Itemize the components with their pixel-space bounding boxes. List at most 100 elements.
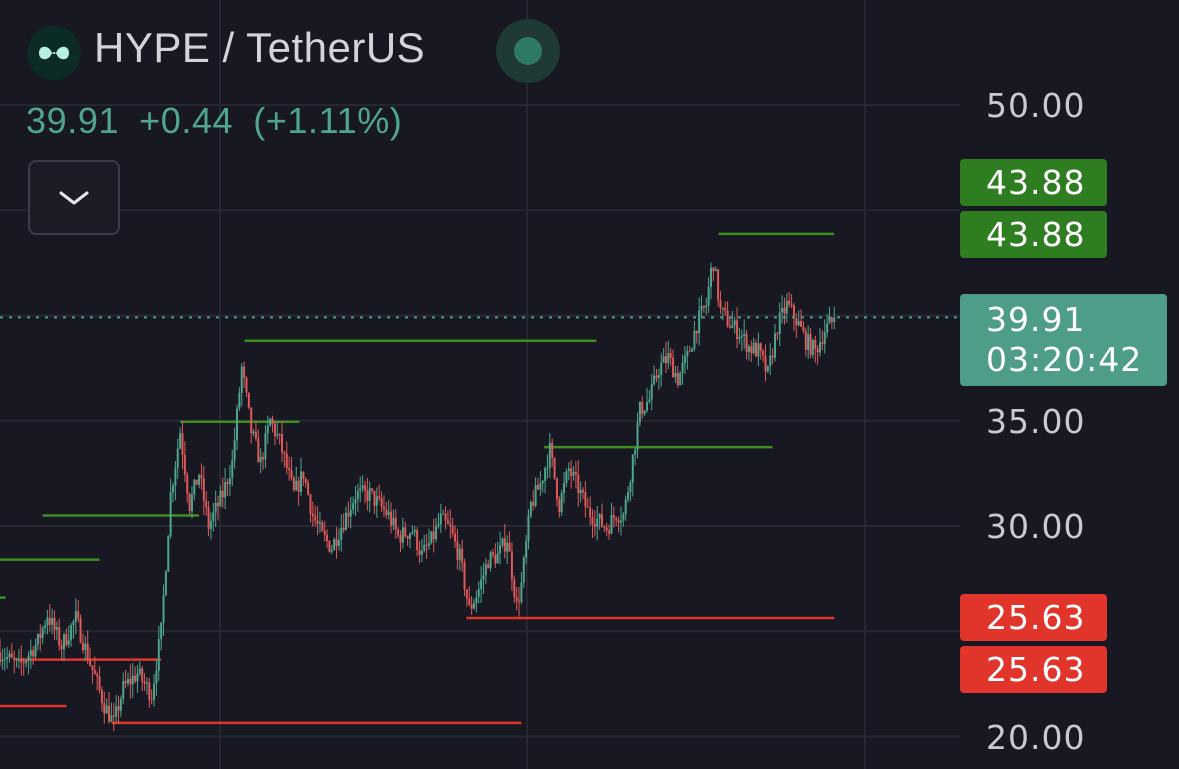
candle-up <box>657 374 660 379</box>
candle-up <box>41 627 44 638</box>
candle-down <box>804 331 807 350</box>
candle-down <box>378 496 381 499</box>
candle-down <box>494 554 497 564</box>
candle-down <box>764 355 767 372</box>
candle-down <box>316 520 319 524</box>
candle-down <box>309 494 312 514</box>
candle-down <box>750 346 753 354</box>
candles <box>0 262 836 732</box>
candle-up <box>131 675 134 685</box>
candle-down <box>323 530 326 535</box>
candle-down <box>816 348 819 353</box>
candle-down <box>134 675 137 682</box>
candle-up <box>25 660 28 664</box>
candle-down <box>532 501 535 506</box>
candle-down <box>821 342 824 345</box>
candle-down <box>830 317 833 322</box>
candle-down <box>669 353 672 358</box>
collapse-legend-button[interactable] <box>28 160 120 235</box>
candle-up <box>653 375 656 384</box>
candle-up <box>828 317 831 324</box>
candle-up <box>691 348 694 352</box>
candle-up <box>627 492 630 500</box>
candle-down <box>48 617 51 625</box>
candle-down <box>217 502 220 507</box>
candle-up <box>520 582 523 602</box>
candle-down <box>112 715 115 717</box>
candle-up <box>646 402 649 411</box>
candle-up <box>269 418 272 427</box>
candle-down <box>416 530 419 551</box>
candle-down <box>292 477 295 491</box>
candle-down <box>759 343 762 351</box>
candle-up <box>674 373 677 378</box>
candle-down <box>425 544 428 546</box>
candle-up <box>437 524 440 526</box>
candle-down <box>342 527 345 530</box>
candle-down <box>456 541 459 560</box>
candle-up <box>51 618 54 625</box>
candle-down <box>79 618 82 643</box>
candle-up <box>823 332 826 345</box>
candle-up <box>55 627 58 630</box>
candle-up <box>190 494 193 512</box>
candle-down <box>695 330 698 334</box>
candle-up <box>484 564 487 576</box>
candle-up <box>74 611 77 622</box>
candle-up <box>157 639 160 671</box>
candle-down <box>465 589 468 599</box>
candle-down <box>347 512 350 517</box>
candle-down <box>788 300 791 305</box>
candle-down <box>108 705 111 722</box>
hyperliquid-logo-icon <box>27 26 81 80</box>
candle-up <box>662 356 665 363</box>
candle-down <box>13 657 16 660</box>
candle-up <box>752 342 755 354</box>
candle-up <box>209 520 212 529</box>
candle-down <box>790 304 793 306</box>
candle-down <box>655 375 658 379</box>
candle-up <box>700 306 703 311</box>
candle-down <box>800 321 803 327</box>
candle-up <box>686 351 689 357</box>
candle-up <box>435 525 438 540</box>
candle-down <box>53 618 56 630</box>
candle-up <box>44 625 47 628</box>
candle-up <box>330 549 333 552</box>
candle-down <box>702 306 705 308</box>
candle-up <box>636 422 639 450</box>
candle-up <box>721 307 724 309</box>
candle-down <box>117 706 120 711</box>
candle-down <box>278 434 281 436</box>
candle-down <box>397 529 400 536</box>
candle-down <box>515 596 518 601</box>
candle-down <box>96 674 99 677</box>
candle-up <box>136 673 139 682</box>
candle-down <box>81 642 84 651</box>
candle-down <box>449 523 452 527</box>
candle-up <box>596 518 599 527</box>
candle-up <box>631 454 634 483</box>
candle-down <box>491 552 494 555</box>
candle-down <box>288 468 291 470</box>
candle-up <box>413 530 416 533</box>
candle-down <box>487 564 490 569</box>
candle-down <box>281 434 284 453</box>
candle-up <box>359 488 362 492</box>
candle-down <box>586 506 589 508</box>
candle-up <box>368 488 371 501</box>
market-status-dot-icon <box>496 19 560 83</box>
candle-down <box>77 611 80 619</box>
candle-up <box>548 442 551 468</box>
candle-up <box>119 698 122 711</box>
candle-up <box>769 355 772 366</box>
axis-label-35: 35.00 <box>986 402 1086 441</box>
candle-down <box>394 517 397 530</box>
candle-up <box>17 659 20 661</box>
candle-down <box>335 539 338 546</box>
candle-up <box>228 478 231 485</box>
candle-down <box>468 598 471 605</box>
candle-down <box>577 474 580 494</box>
candle-up <box>214 502 217 513</box>
